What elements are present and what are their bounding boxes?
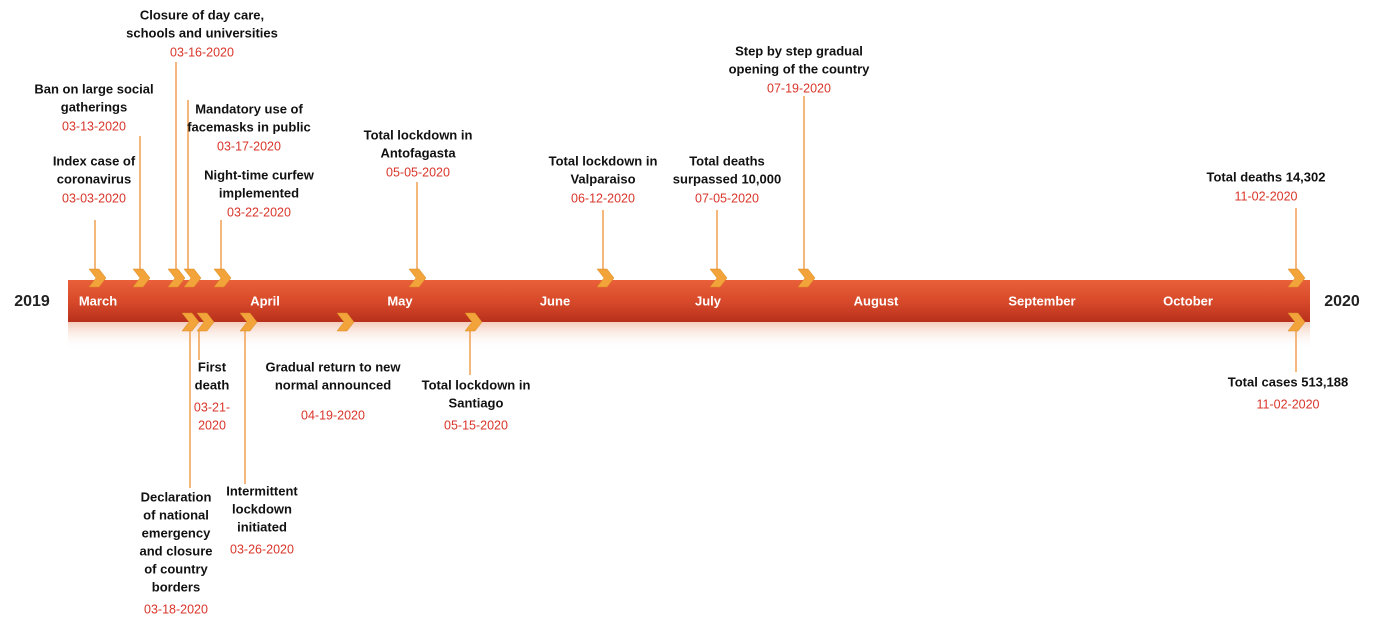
event-marker: [797, 268, 816, 288]
event-date: 03-17-2020: [217, 139, 281, 153]
event-label: death: [195, 377, 230, 392]
event-date: 03-22-2020: [227, 205, 291, 219]
event-date: 11-02-2020: [1256, 397, 1319, 411]
event-label: Intermittent: [226, 483, 298, 498]
event-label: Night-time curfew: [204, 167, 315, 182]
event-label: emergency: [142, 525, 211, 540]
event-label: implemented: [219, 185, 299, 200]
month-label: July: [695, 293, 722, 308]
event-label: Declaration: [141, 489, 212, 504]
event-label: opening of the country: [729, 61, 871, 76]
event-label: facemasks in public: [187, 119, 311, 134]
month-label: May: [387, 293, 413, 308]
event-label: Total cases 513,188: [1228, 374, 1348, 389]
event-label: Santiago: [449, 395, 504, 410]
month-label: March: [79, 293, 117, 308]
event-marker: [596, 268, 615, 288]
event-marker: [167, 268, 186, 288]
event-label: Total lockdown in: [549, 153, 658, 168]
event-marker: [408, 268, 427, 288]
event-label: Total deaths: [689, 153, 765, 168]
event-label: Ban on large social: [34, 81, 153, 96]
month-label: June: [540, 293, 570, 308]
event-marker: [1287, 312, 1306, 332]
month-label: October: [1163, 293, 1213, 308]
event-date: 11-02-2020: [1234, 189, 1297, 203]
event-date: 04-19-2020: [301, 408, 365, 422]
event-marker: [336, 312, 355, 332]
event-marker: [88, 268, 107, 288]
event-label: surpassed 10,000: [673, 171, 781, 186]
month-label: September: [1008, 293, 1075, 308]
event-label: Mandatory use of: [195, 101, 303, 116]
event-label: Total lockdown in: [422, 377, 531, 392]
start-year: 2019: [14, 293, 50, 310]
event-marker: [709, 268, 728, 288]
event-marker: [181, 312, 200, 332]
event-label: normal announced: [275, 377, 391, 392]
event-label: borders: [152, 579, 200, 594]
event-marker: [213, 268, 232, 288]
end-year: 2020: [1324, 293, 1360, 310]
month-label: August: [854, 293, 899, 308]
event-date: 03-18-2020: [144, 602, 208, 616]
event-date: 05-15-2020: [444, 418, 508, 432]
event-date: 03-21-: [194, 400, 230, 414]
event-label: Closure of day care,: [140, 7, 264, 22]
event-date: 03-13-2020: [62, 119, 126, 133]
event-label: First: [198, 359, 227, 374]
event-date: 03-26-2020: [230, 542, 294, 556]
bar-reflection: [68, 322, 1310, 350]
event-marker: [196, 312, 215, 332]
event-label: Valparaiso: [570, 171, 635, 186]
event-label: Total deaths 14,302: [1207, 169, 1326, 184]
event-label: initiated: [237, 519, 287, 534]
event-date: 03-03-2020: [62, 191, 126, 205]
timeline-bar: [68, 280, 1310, 322]
event-date: 03-16-2020: [170, 45, 234, 59]
event-marker: [1287, 268, 1306, 288]
event-label: schools and universities: [126, 25, 278, 40]
event-label: Total lockdown in: [364, 127, 473, 142]
event-label: coronavirus: [57, 171, 131, 186]
event-label: gatherings: [61, 99, 127, 114]
event-date: 07-05-2020: [695, 191, 759, 205]
event-marker: [132, 268, 151, 288]
event-date: 07-19-2020: [767, 81, 831, 95]
event-label: lockdown: [232, 501, 292, 516]
event-marker: [183, 268, 202, 288]
event-date: 2020: [198, 418, 226, 432]
month-label: April: [250, 293, 280, 308]
event-label: Step by step gradual: [735, 43, 863, 58]
event-label: of country: [144, 561, 208, 576]
event-marker: [464, 312, 483, 332]
event-label: Gradual return to new: [265, 359, 401, 374]
event-date: 05-05-2020: [386, 165, 450, 179]
event-date: 06-12-2020: [571, 191, 635, 205]
event-label: Index case of: [53, 153, 136, 168]
event-label: of national: [143, 507, 209, 522]
event-marker: [239, 312, 258, 332]
event-label: and closure: [140, 543, 213, 558]
event-label: Antofagasta: [380, 145, 456, 160]
